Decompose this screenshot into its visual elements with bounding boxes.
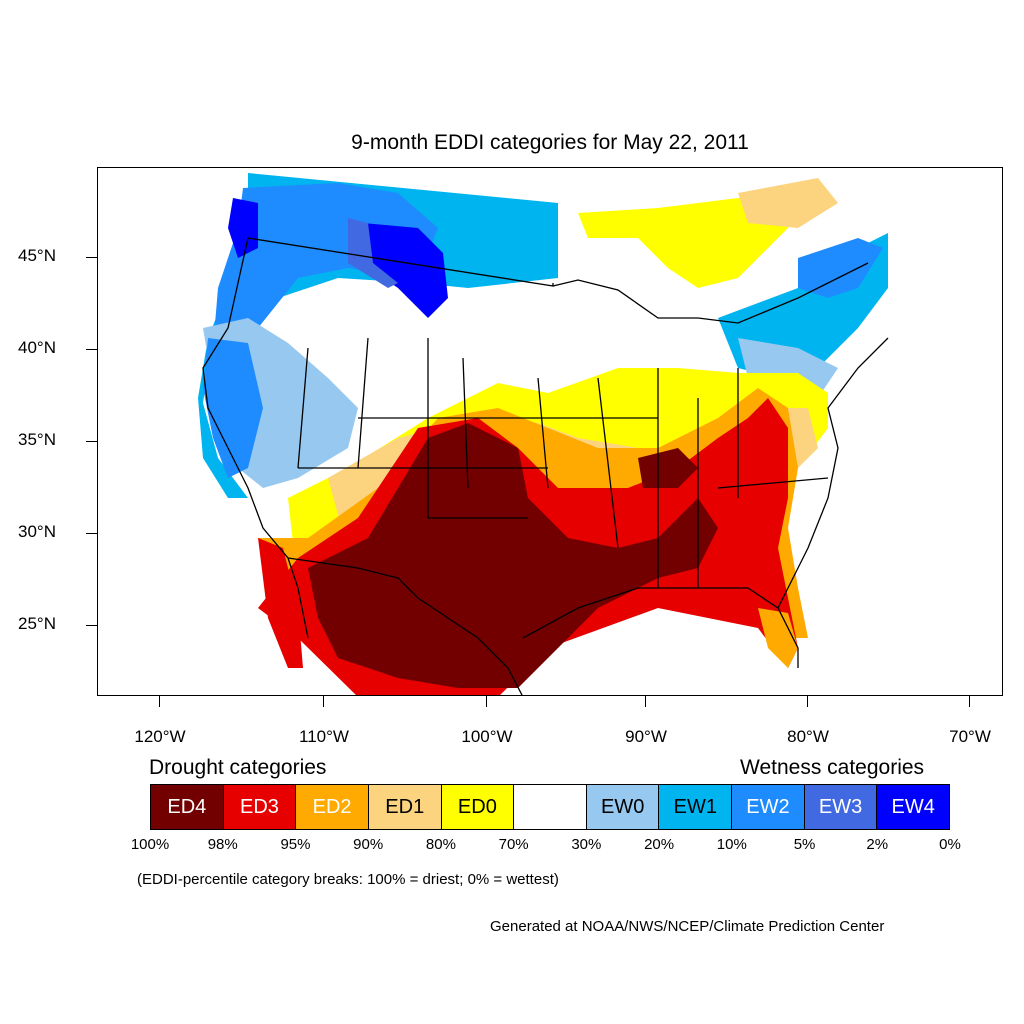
map-graphic	[198, 173, 889, 695]
legend-swatch-ew0: EW0	[586, 785, 660, 829]
latitude-label: 35°N	[18, 430, 56, 449]
latitude-tick	[86, 349, 97, 350]
longitude-tick	[645, 696, 646, 707]
percentile-break-label: 30%	[571, 836, 602, 853]
percentile-break-label: 0%	[939, 836, 961, 853]
legend-swatch-neutral	[514, 785, 587, 829]
longitude-label: 120°W	[134, 727, 186, 746]
longitude-label: 90°W	[625, 727, 667, 746]
longitude-label: 110°W	[299, 727, 349, 746]
latitude-label: 45°N	[18, 246, 56, 265]
wetness-categories-heading: Wetness categories	[740, 756, 925, 779]
credit-line: Generated at NOAA/NWS/NCEP/Climate Predi…	[490, 918, 885, 935]
legend-swatch-ed2: ED2	[296, 785, 369, 829]
percentile-break-label: 95%	[280, 836, 311, 853]
percentile-break-label: 2%	[866, 836, 889, 853]
eddi-map	[97, 167, 1003, 696]
latitude-label: 25°N	[18, 614, 56, 633]
longitude-tick	[323, 696, 324, 707]
percentile-break-label: 90%	[353, 836, 384, 853]
category-breaks-note: (EDDI-percentile category breaks: 100% =…	[137, 871, 559, 888]
longitude-label: 100°W	[461, 727, 513, 746]
longitude-tick	[159, 696, 160, 707]
region-ew2-california	[203, 338, 263, 478]
percentile-break-label: 10%	[716, 836, 747, 853]
latitude-tick	[86, 441, 97, 442]
legend-swatch-ed4: ED4	[151, 785, 224, 829]
longitude-tick	[486, 696, 487, 707]
region-ed1-canada	[738, 178, 838, 228]
percentile-break-label: 100%	[130, 836, 170, 853]
region-ew3-montana	[348, 218, 398, 288]
latitude-label: 40°N	[18, 338, 56, 357]
region-ew4-montana	[363, 223, 448, 318]
legend-swatch-ew4: EW4	[877, 785, 950, 829]
legend-swatch-ew1: EW1	[659, 785, 733, 829]
legend-swatch-ew2: EW2	[732, 785, 805, 829]
latitude-tick	[86, 625, 97, 626]
region-ew4-washington	[228, 198, 258, 258]
latitude-label: 30°N	[18, 522, 56, 541]
percentile-break-label: 70%	[498, 836, 529, 853]
legend-swatch-ed0: ED0	[441, 785, 515, 829]
legend-swatch-ed1: ED1	[368, 785, 442, 829]
region-ew2-northeast	[798, 238, 883, 298]
latitude-tick	[86, 257, 97, 258]
latitude-tick	[86, 533, 97, 534]
region-ed2-florida	[758, 608, 798, 668]
boundaries	[202, 237, 889, 695]
percentile-break-label: 80%	[425, 836, 456, 853]
region-ed4-south	[308, 423, 718, 688]
longitude-label: 80°W	[787, 727, 829, 746]
legend-swatch-ew3: EW3	[804, 785, 878, 829]
region-ed3-baja	[258, 538, 303, 668]
color-legend: ED4 ED3 ED2 ED1 ED0 EW0 EW1 EW2 EW3 EW4	[150, 784, 950, 830]
region-ed4-tennessee	[638, 448, 698, 488]
longitude-tick	[807, 696, 808, 707]
longitude-label: 70°W	[949, 727, 991, 746]
percentile-break-label: 5%	[793, 836, 816, 853]
percentile-break-label: 20%	[644, 836, 675, 853]
percentile-break-label: 98%	[207, 836, 238, 853]
legend-swatch-ed3: ED3	[223, 785, 297, 829]
drought-categories-heading: Drought categories	[149, 756, 327, 779]
map-title: 9-month EDDI categories for May 22, 2011	[351, 131, 749, 154]
longitude-tick	[969, 696, 970, 707]
